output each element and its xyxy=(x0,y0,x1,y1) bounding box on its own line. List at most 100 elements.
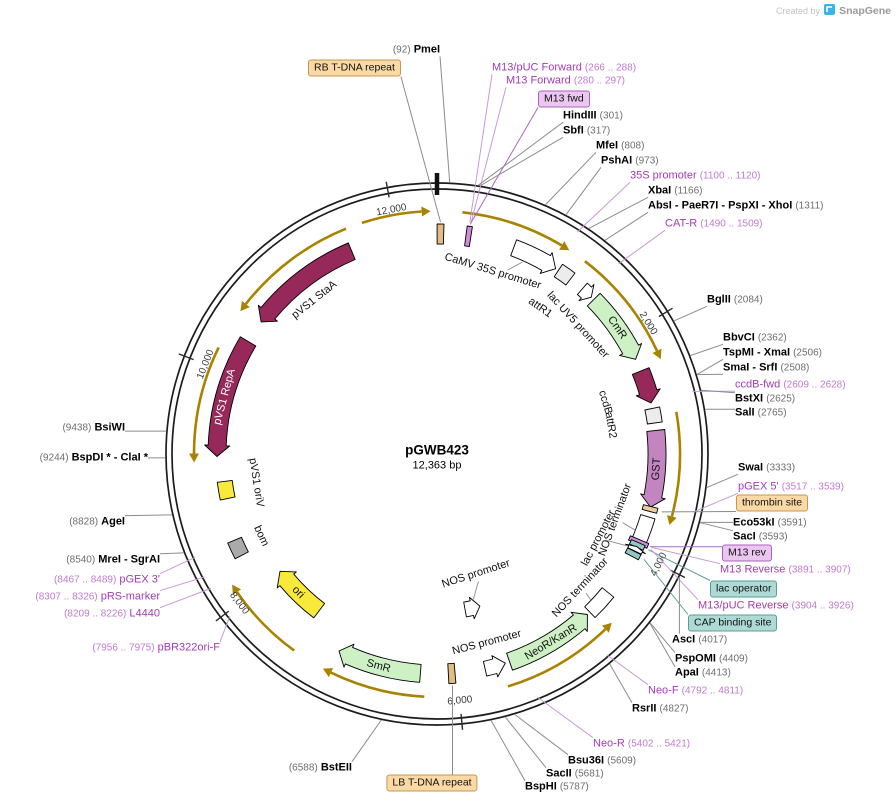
feature-15-nos-terminator[interactable] xyxy=(584,587,615,619)
site-label-agei[interactable]: (8828) AgeI xyxy=(69,516,125,529)
site-label-ccdb-fwd[interactable]: ccdB-fwd (2609 .. 2628) xyxy=(735,379,846,392)
site-position: (3891 .. 3907) xyxy=(788,564,851,576)
site-label-rsrii[interactable]: RsrII (4827) xyxy=(632,703,688,716)
site-label-bbvci[interactable]: BbvCI (2362) xyxy=(723,332,787,345)
site-label-prs-marker[interactable]: (8307 .. 8326) pRS-marker xyxy=(35,591,160,604)
feature-17-nos-promoter[interactable] xyxy=(482,655,506,678)
feature-0-rb-t-dna-repeat[interactable] xyxy=(436,223,445,245)
site-label-cat-r[interactable]: CAT-R (1490 .. 1509) xyxy=(665,218,763,231)
site-label-absi-paer7i-pspxi-xhoi[interactable]: AbsI - PaeR7I - PspXI - XhoI (1311) xyxy=(648,200,824,213)
feature-22-bom[interactable] xyxy=(227,536,249,560)
feature-16-neor-kanr[interactable] xyxy=(506,611,588,671)
site-label-lac-operator[interactable]: lac operator xyxy=(710,580,778,598)
feature-21-ori[interactable] xyxy=(276,570,326,619)
site-name: XbaI xyxy=(648,184,672,197)
feature-20-smr[interactable] xyxy=(338,643,422,683)
site-label-tspmi-xmai[interactable]: TspMI - XmaI (2506) xyxy=(723,347,822,360)
site-label-bsiwi[interactable]: (9438) BsiWI xyxy=(62,422,125,435)
site-position: (6588) xyxy=(288,762,318,774)
site-label-bstxi[interactable]: BstXI (2625) xyxy=(735,393,795,406)
site-label-bsu36i[interactable]: Bsu36I (5609) xyxy=(568,755,636,768)
site-label-pgex-3[interactable]: (8467 .. 8489) pGEX 3' xyxy=(54,574,160,587)
site-label-m13-rev[interactable]: M13 rev xyxy=(722,544,772,562)
feature-2-camv-35s-promoter[interactable] xyxy=(510,239,557,274)
site-label-rb-t-dna-repeat[interactable]: RB T-DNA repeat xyxy=(308,59,401,77)
site-label-m13-reverse[interactable]: M13 Reverse (3891 .. 3907) xyxy=(720,564,851,577)
site-label-m13-forward[interactable]: M13 Forward (280 .. 297) xyxy=(506,75,625,88)
site-label-m13-puc-forward[interactable]: M13/pUC Forward (266 .. 288) xyxy=(492,62,636,75)
feature-14-cap-binding-site[interactable] xyxy=(624,547,642,561)
feature-4-lac-uv5-promoter[interactable] xyxy=(576,282,595,302)
feature-3-attr1[interactable] xyxy=(553,263,576,286)
site-label-apai[interactable]: ApaI (4413) xyxy=(675,667,731,680)
site-label-saci[interactable]: SacI (3593) xyxy=(733,531,788,544)
orf-arc-4[interactable] xyxy=(330,671,425,698)
site-label-m13-puc-reverse[interactable]: M13/pUC Reverse (3904 .. 3926) xyxy=(698,600,854,613)
orf-arc-8[interactable] xyxy=(361,210,422,225)
site-position: (7956 .. 7975) xyxy=(92,642,155,654)
site-label-hindiii[interactable]: HindIII (301) xyxy=(563,110,623,123)
site-label-lb-t-dna-repeat[interactable]: LB T-DNA repeat xyxy=(386,774,478,792)
site-label-m13-fwd[interactable]: M13 fwd xyxy=(538,90,590,108)
site-label-35s-promoter[interactable]: 35S promoter (1100 .. 1120) xyxy=(630,170,761,183)
site-name: BglII xyxy=(707,293,731,306)
site-label-pspomi[interactable]: PspOMI (4409) xyxy=(675,653,748,666)
feature-6-ccdb[interactable] xyxy=(631,367,661,404)
site-label-l4440[interactable]: (8209 .. 8226) L4440 xyxy=(64,608,160,621)
site-position: (3904 .. 3926) xyxy=(791,600,854,612)
orf-arc-1[interactable] xyxy=(584,260,659,352)
site-label-pgex-5[interactable]: pGEX 5' (3517 .. 3539) xyxy=(738,481,844,494)
site-label-neo-f[interactable]: Neo-F (4792 .. 4811) xyxy=(648,685,743,698)
feature-7-attr2[interactable] xyxy=(644,406,663,425)
orf-arc-6[interactable] xyxy=(192,346,220,454)
orf-arc-5[interactable] xyxy=(235,591,295,652)
site-label-swai[interactable]: SwaI (3333) xyxy=(738,462,795,475)
site-label-sacii[interactable]: SacII (5681) xyxy=(546,768,604,781)
feature-13-lac-promoter[interactable] xyxy=(625,543,646,555)
site-label-smai-srfi[interactable]: SmaI - SrfI (2508) xyxy=(723,362,809,375)
feature-1-m13-fwd[interactable] xyxy=(464,225,473,247)
site-name: Neo-R xyxy=(593,737,625,750)
site-label-sali[interactable]: SalI (2765) xyxy=(735,407,787,420)
site-label-bspdi-clai[interactable]: (9244) BspDI * - ClaI * xyxy=(40,452,148,465)
site-label-eco53ki[interactable]: Eco53kI (3591) xyxy=(733,517,807,530)
site-label-thrombin-site[interactable]: thrombin site xyxy=(736,494,809,512)
feature-label-22-bom: bom xyxy=(251,524,271,548)
site-label-bglii[interactable]: BglII (2084) xyxy=(707,294,763,307)
site-label-asci[interactable]: AscI (4017) xyxy=(672,634,727,647)
site-label-cap-binding-site[interactable]: CAP binding site xyxy=(688,614,778,632)
orf-arc-3[interactable] xyxy=(507,628,607,688)
feature-8-gst[interactable] xyxy=(640,429,667,508)
site-name: BstXI xyxy=(735,392,764,405)
site-position: (3333) xyxy=(766,462,796,474)
feature-23-pvs1-oriv[interactable] xyxy=(216,479,236,501)
site-connector-m13-puc-forward xyxy=(469,74,493,223)
site-label-pbr322ori-f[interactable]: (7956 .. 7975) pBR322ori-F xyxy=(92,642,220,655)
site-label-sbfi[interactable]: SbfI (317) xyxy=(563,125,610,138)
feature-18-nos-promoter[interactable] xyxy=(463,596,481,620)
site-position: (2362) xyxy=(757,332,787,344)
site-label-xbai[interactable]: XbaI (1166) xyxy=(648,185,702,198)
feature-9-thrombin-site[interactable] xyxy=(641,504,659,514)
site-label-bsteii[interactable]: (6588) BstEII xyxy=(289,762,352,775)
feature-24-pvs1-repa[interactable] xyxy=(204,336,257,457)
site-connector-lac-operator xyxy=(648,549,711,581)
feature-25-pvs1-staa[interactable] xyxy=(257,242,356,323)
site-label-mfei[interactable]: MfeI (808) xyxy=(596,140,644,153)
site-position: (2609 .. 2628) xyxy=(783,379,846,391)
site-connector-m13-reverse xyxy=(651,546,721,565)
feature-leader-10 xyxy=(622,522,636,531)
feature-19-lb-t-dna-repeat[interactable] xyxy=(447,662,457,685)
orf-arc-2[interactable] xyxy=(670,411,682,517)
site-label-pshai[interactable]: PshAI (973) xyxy=(601,155,659,168)
site-position: (4017) xyxy=(698,634,728,646)
orf-arc-0[interactable] xyxy=(462,211,563,247)
site-label-bsphi[interactable]: BspHI (5787) xyxy=(525,781,589,794)
site-connector-m13-forward xyxy=(470,87,507,223)
feature-12-lac-operator[interactable] xyxy=(629,539,646,551)
site-label-neo-r[interactable]: Neo-R (5402 .. 5421) xyxy=(593,738,690,751)
site-label-mrei-sgrai[interactable]: (8540) MreI - SgrAI xyxy=(66,554,160,567)
site-label-pmei[interactable]: (92) PmeI xyxy=(393,44,440,57)
orf-arc-7[interactable] xyxy=(244,227,347,305)
feature-5-cmr[interactable] xyxy=(586,292,643,360)
